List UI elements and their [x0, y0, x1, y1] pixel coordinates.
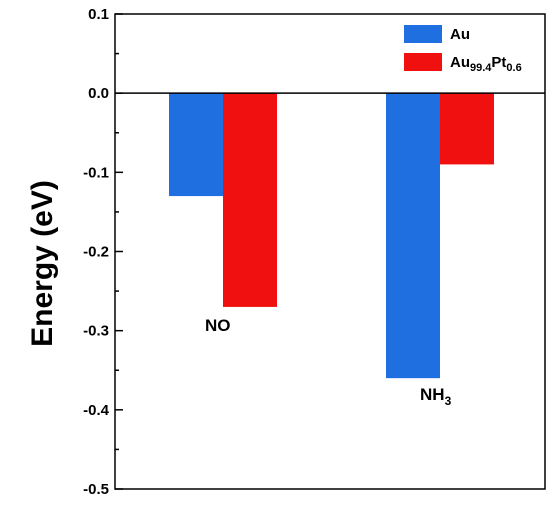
bar-au-no [169, 93, 223, 197]
y-tick-label: -0.3 [83, 323, 109, 340]
plot-frame [114, 13, 546, 490]
y-axis-label: Energy (eV) [26, 180, 59, 347]
y-tick-label: -0.2 [83, 244, 109, 261]
y-tick-label: -0.5 [83, 481, 109, 498]
y-axis: 0.1 0.0 -0.1 -0.2 -0.3 -0.4 -0.5 [83, 6, 123, 498]
bars-layer [169, 93, 494, 379]
legend-swatch-1 [404, 53, 442, 71]
bar-au99-4pt0-6-nh3 [440, 93, 494, 165]
legend-label-1: Au99.4Pt0.6 [450, 54, 522, 74]
legend-label-0: Au [450, 26, 470, 43]
y-tick-label: -0.1 [83, 164, 109, 181]
category-label-no: NO [205, 316, 231, 335]
legend: Au Au99.4Pt0.6 [404, 25, 522, 74]
category-labels: NO NH3 [205, 316, 452, 408]
bar-au99-4pt0-6-no [223, 93, 277, 307]
y-tick-label: 0.1 [88, 6, 109, 23]
y-tick-label: -0.4 [83, 402, 110, 419]
bar-au-nh3 [386, 93, 440, 379]
category-label-nh3: NH3 [420, 385, 452, 408]
legend-swatch-0 [404, 25, 442, 43]
y-tick-label: 0.0 [88, 85, 109, 102]
